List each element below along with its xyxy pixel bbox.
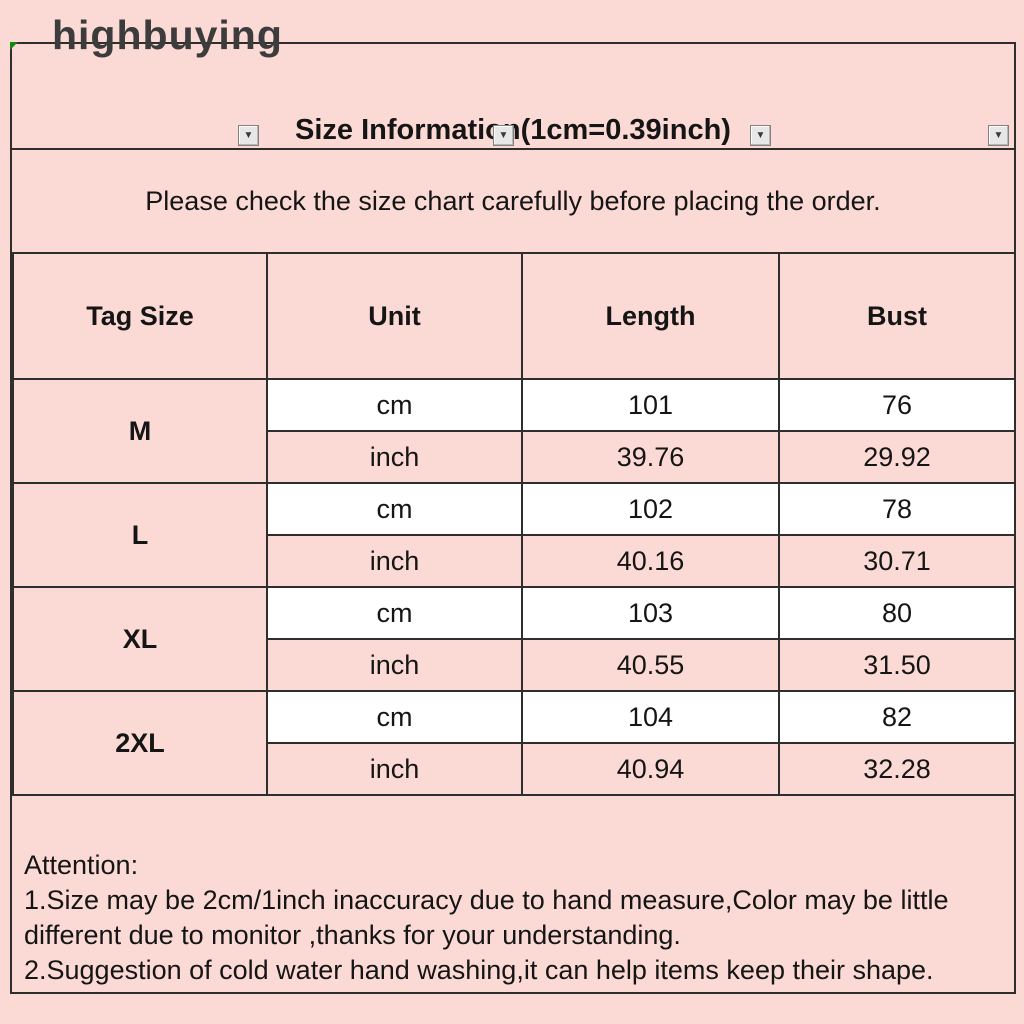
tag-size-2xl: 2XL bbox=[12, 690, 268, 796]
unit-cell: inch bbox=[266, 430, 523, 484]
chevron-down-icon: ▼ bbox=[993, 129, 1004, 141]
size-table: Tag Size Unit Length Bust M cm 101 76 in… bbox=[12, 252, 1016, 796]
length-cell: 40.55 bbox=[521, 638, 780, 692]
unit-cell: cm bbox=[266, 690, 523, 744]
subtitle-row: Please check the size chart carefully be… bbox=[12, 150, 1014, 252]
attention-notes: Attention: 1.Size may be 2cm/1inch inacc… bbox=[12, 796, 1014, 992]
bust-cell: 78 bbox=[778, 482, 1016, 536]
filter-dropdown-bust[interactable]: ▼ bbox=[988, 125, 1009, 146]
tag-size-xl: XL bbox=[12, 586, 268, 692]
unit-cell: inch bbox=[266, 638, 523, 692]
table-row: inch 40.16 30.71 bbox=[13, 534, 1016, 588]
size-chart-warning: Please check the size chart carefully be… bbox=[145, 185, 881, 216]
attention-line-2: different due to monitor ,thanks for you… bbox=[24, 920, 681, 950]
bust-cell: 80 bbox=[778, 586, 1016, 640]
length-cell: 104 bbox=[521, 690, 780, 744]
filter-dropdown-unit[interactable]: ▼ bbox=[493, 125, 514, 146]
column-header-bust: Bust bbox=[778, 252, 1016, 380]
bust-cell: 76 bbox=[778, 378, 1016, 432]
length-cell: 40.16 bbox=[521, 534, 780, 588]
table-row: inch 39.76 29.92 bbox=[13, 430, 1016, 484]
bust-cell: 31.50 bbox=[778, 638, 1016, 692]
bust-cell: 30.71 bbox=[778, 534, 1016, 588]
table-header-row: Tag Size Unit Length Bust bbox=[12, 252, 1016, 380]
chevron-down-icon: ▼ bbox=[243, 129, 254, 141]
length-cell: 39.76 bbox=[521, 430, 780, 484]
bust-cell: 32.28 bbox=[778, 742, 1016, 796]
table-row: 2XL cm 104 82 bbox=[12, 690, 1016, 796]
chevron-down-icon: ▼ bbox=[498, 129, 509, 141]
unit-cell: cm bbox=[266, 378, 523, 432]
column-header-unit: Unit bbox=[266, 252, 523, 380]
chevron-down-icon: ▼ bbox=[755, 129, 766, 141]
table-row: XL cm 103 80 bbox=[12, 586, 1016, 692]
table-row: M cm 101 76 bbox=[12, 378, 1016, 484]
table-row: L cm 102 78 bbox=[12, 482, 1016, 588]
unit-cell: cm bbox=[266, 482, 523, 536]
bust-cell: 29.92 bbox=[778, 430, 1016, 484]
filter-dropdown-length[interactable]: ▼ bbox=[750, 125, 771, 146]
unit-cell: inch bbox=[266, 742, 523, 796]
attention-line-3: 2.Suggestion of cold water hand washing,… bbox=[24, 955, 934, 985]
column-header-tag-size: Tag Size bbox=[12, 252, 268, 380]
bust-cell: 82 bbox=[778, 690, 1016, 744]
unit-cell: inch bbox=[266, 534, 523, 588]
length-cell: 103 bbox=[521, 586, 780, 640]
table-row: inch 40.55 31.50 bbox=[13, 638, 1016, 692]
attention-line-1: 1.Size may be 2cm/1inch inaccuracy due t… bbox=[24, 885, 949, 915]
attention-heading: Attention: bbox=[24, 850, 139, 880]
filter-dropdown-tag-size[interactable]: ▼ bbox=[238, 125, 259, 146]
green-corner-marker bbox=[10, 42, 18, 50]
brand-wordmark: highbuying bbox=[52, 12, 283, 58]
tag-size-l: L bbox=[12, 482, 268, 588]
size-chart-sheet: Size Information(1cm=0.39inch) ▼ ▼ ▼ ▼ P… bbox=[10, 42, 1016, 994]
table-row: inch 40.94 32.28 bbox=[13, 742, 1016, 796]
tag-size-m: M bbox=[12, 378, 268, 484]
length-cell: 40.94 bbox=[521, 742, 780, 796]
title-row: Size Information(1cm=0.39inch) ▼ ▼ ▼ ▼ bbox=[12, 44, 1014, 150]
column-header-length: Length bbox=[521, 252, 780, 380]
length-cell: 101 bbox=[521, 378, 780, 432]
length-cell: 102 bbox=[521, 482, 780, 536]
unit-cell: cm bbox=[266, 586, 523, 640]
